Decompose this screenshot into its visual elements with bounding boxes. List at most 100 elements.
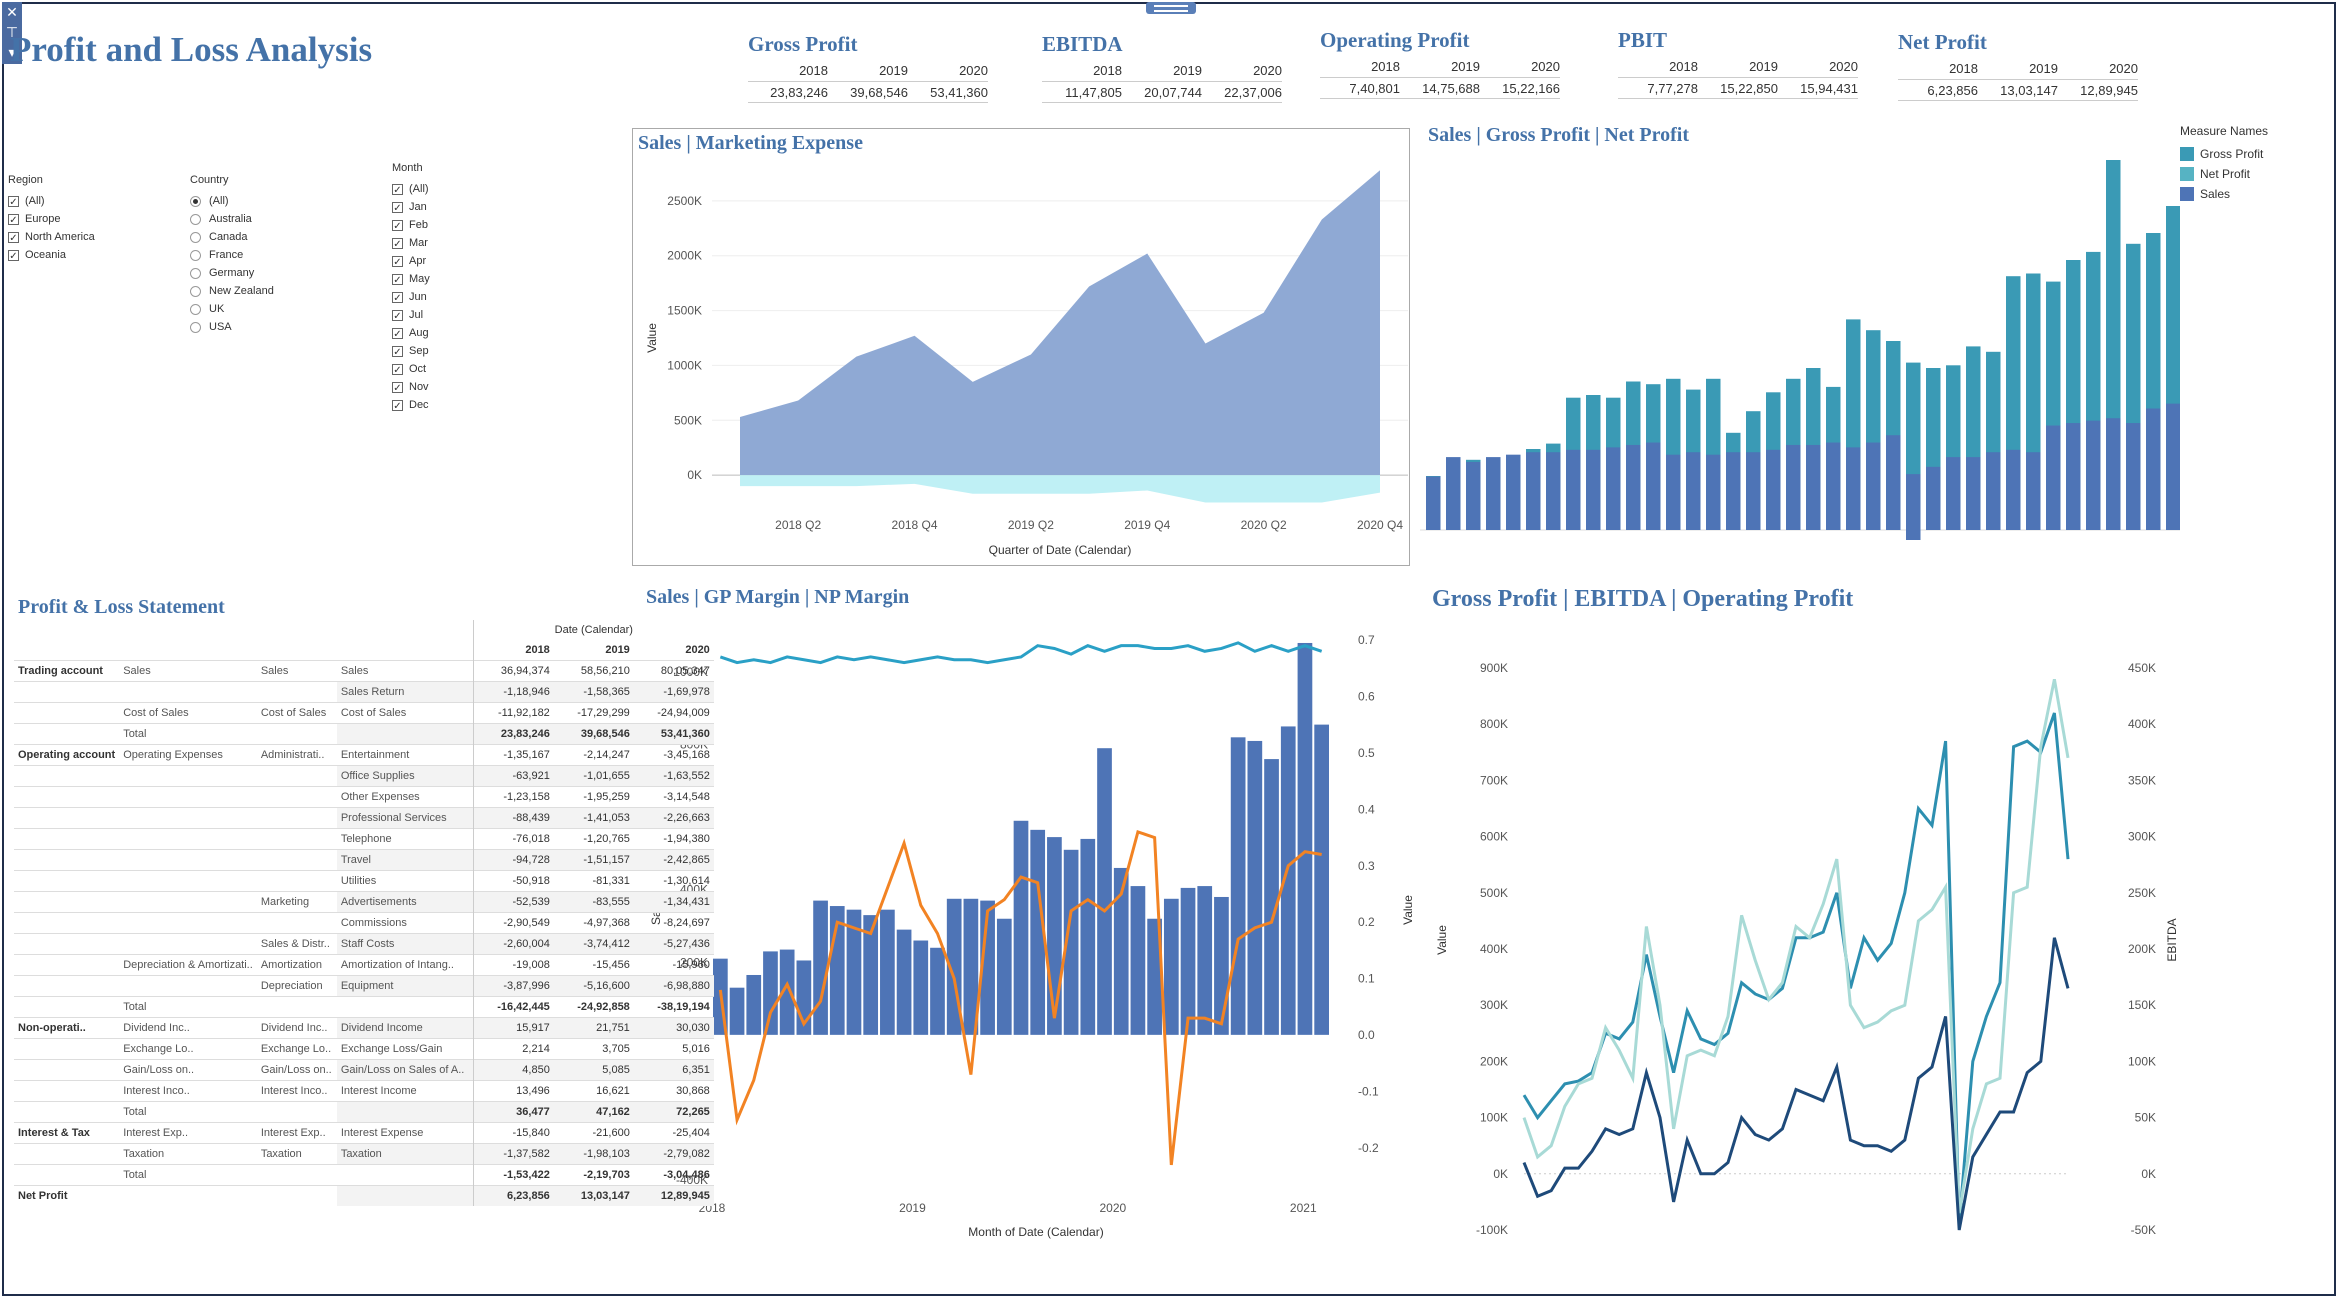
bar-sales[interactable] (2006, 449, 2021, 530)
bar-sales[interactable] (930, 947, 945, 1035)
bar-sales[interactable] (1886, 435, 1901, 530)
bar-sales[interactable] (1314, 724, 1329, 1035)
bar-sales[interactable] (1097, 748, 1112, 1035)
month-option[interactable]: ✓ Dec (392, 396, 430, 414)
bar-sales[interactable] (1586, 449, 1601, 530)
bar-sales[interactable] (963, 898, 979, 1035)
bar-sales[interactable] (1214, 896, 1229, 1035)
bar-sales[interactable] (1264, 759, 1279, 1035)
bar-sales[interactable] (996, 918, 1012, 1035)
radio-icon[interactable] (190, 267, 201, 279)
bar-sales[interactable] (1147, 918, 1162, 1035)
month-option[interactable]: ✓ Jan (392, 198, 430, 216)
checkbox-icon[interactable]: ✓ (8, 213, 19, 226)
bar-sales[interactable] (913, 940, 929, 1035)
area-series-1[interactable] (740, 475, 1380, 503)
bar-sales[interactable] (1666, 454, 1681, 530)
checkbox-icon[interactable]: ✓ (8, 249, 19, 262)
bar-sales[interactable] (1766, 449, 1781, 530)
bar-sales[interactable] (1606, 447, 1621, 530)
line-series-0[interactable] (1522, 712, 2070, 1225)
country-option[interactable]: Australia (190, 210, 274, 228)
checkbox-icon[interactable]: ✓ (392, 273, 403, 286)
bar-sales[interactable] (1130, 886, 1146, 1035)
checkbox-icon[interactable]: ✓ (392, 201, 403, 214)
bar-sales[interactable] (1197, 886, 1213, 1035)
country-option[interactable]: New Zealand (190, 282, 274, 300)
bar-sales[interactable] (1846, 447, 1861, 530)
legend-item[interactable]: Gross Profit (2180, 144, 2268, 164)
bar-sales[interactable] (2166, 403, 2180, 530)
checkbox-icon[interactable]: ✓ (392, 219, 403, 232)
month-option[interactable]: ✓ Jul (392, 306, 430, 324)
month-option[interactable]: ✓ Aug (392, 324, 430, 342)
bar-sales[interactable] (846, 909, 862, 1035)
legend-item[interactable]: Sales (2180, 184, 2268, 204)
bar-sales[interactable] (896, 929, 912, 1035)
bar-sales[interactable] (1686, 452, 1701, 530)
country-option[interactable]: France (190, 246, 274, 264)
checkbox-icon[interactable]: ✓ (392, 183, 403, 196)
bar-sales[interactable] (1180, 887, 1196, 1035)
month-option[interactable]: ✓ Apr (392, 252, 430, 270)
chevron-down-icon[interactable]: ▾ (8, 44, 16, 60)
close-icon[interactable]: ✕ (6, 4, 18, 20)
line-series-1[interactable] (1522, 678, 2070, 1214)
month-option[interactable]: ✓ Feb (392, 216, 430, 234)
checkbox-icon[interactable]: ✓ (392, 327, 403, 340)
drag-handle[interactable] (1146, 2, 1196, 14)
bar-sales[interactable] (746, 974, 762, 1035)
bar-sales[interactable] (2026, 452, 2041, 530)
area-series-0[interactable] (740, 170, 1380, 476)
bar-sales[interactable] (1906, 474, 1921, 530)
country-option[interactable]: UK (190, 300, 274, 318)
checkbox-icon[interactable]: ✓ (392, 291, 403, 304)
bar-sales[interactable] (1466, 461, 1481, 530)
np-margin-line[interactable] (718, 829, 1322, 1166)
bar-sales[interactable] (1866, 442, 1881, 530)
pin-icon[interactable]: ⊤ (5, 24, 19, 40)
bar-sales[interactable] (2066, 423, 2081, 530)
region-option[interactable]: ✓ Oceania (8, 246, 95, 264)
bar-sales[interactable] (2046, 425, 2061, 530)
bar-sales[interactable] (2106, 418, 2121, 530)
checkbox-icon[interactable]: ✓ (392, 363, 403, 376)
bar-sales[interactable] (763, 951, 778, 1035)
bar-sales[interactable] (1986, 452, 2001, 530)
bar-sales[interactable] (1926, 466, 1941, 530)
bar-sales[interactable] (1626, 444, 1641, 530)
month-option[interactable]: ✓ Nov (392, 378, 430, 396)
checkbox-icon[interactable]: ✓ (392, 255, 403, 268)
bar-sales[interactable] (1826, 442, 1841, 530)
bar-sales[interactable] (1566, 449, 1581, 530)
month-option[interactable]: ✓ Mar (392, 234, 430, 252)
bar-sales[interactable] (1506, 454, 1521, 530)
radio-icon[interactable] (190, 231, 201, 243)
bar-sales[interactable] (779, 949, 795, 1035)
bar-sales[interactable] (1446, 457, 1461, 530)
checkbox-icon[interactable]: ✓ (392, 381, 403, 394)
bar-sales[interactable] (1047, 837, 1062, 1035)
bar-sales[interactable] (1230, 737, 1246, 1035)
pin-toolbar[interactable]: ✕ ⊤ ▾ (2, 2, 22, 64)
bar-sales[interactable] (2126, 423, 2141, 530)
month-option[interactable]: ✓ May (392, 270, 430, 288)
bar-sales[interactable] (729, 987, 745, 1035)
country-option[interactable]: (All) (190, 192, 274, 210)
bar-sales[interactable] (813, 900, 828, 1035)
bar-sales[interactable] (1726, 452, 1741, 530)
country-option[interactable]: Canada (190, 228, 274, 246)
legend-item[interactable]: Net Profit (2180, 164, 2268, 184)
gp-margin-line[interactable] (719, 641, 1323, 665)
checkbox-icon[interactable]: ✓ (8, 195, 19, 208)
bar-sales[interactable] (2146, 408, 2161, 531)
bar-sales[interactable] (863, 915, 879, 1035)
bar-sales[interactable] (1946, 457, 1961, 530)
radio-icon[interactable] (190, 321, 201, 333)
line-series-2[interactable] (1522, 937, 2070, 1231)
region-option[interactable]: ✓ (All) (8, 192, 95, 210)
bar-sales[interactable] (1646, 442, 1661, 530)
bar-sales[interactable] (1163, 898, 1179, 1035)
bar-sales[interactable] (1297, 642, 1313, 1035)
bar-sales[interactable] (1966, 457, 1981, 530)
